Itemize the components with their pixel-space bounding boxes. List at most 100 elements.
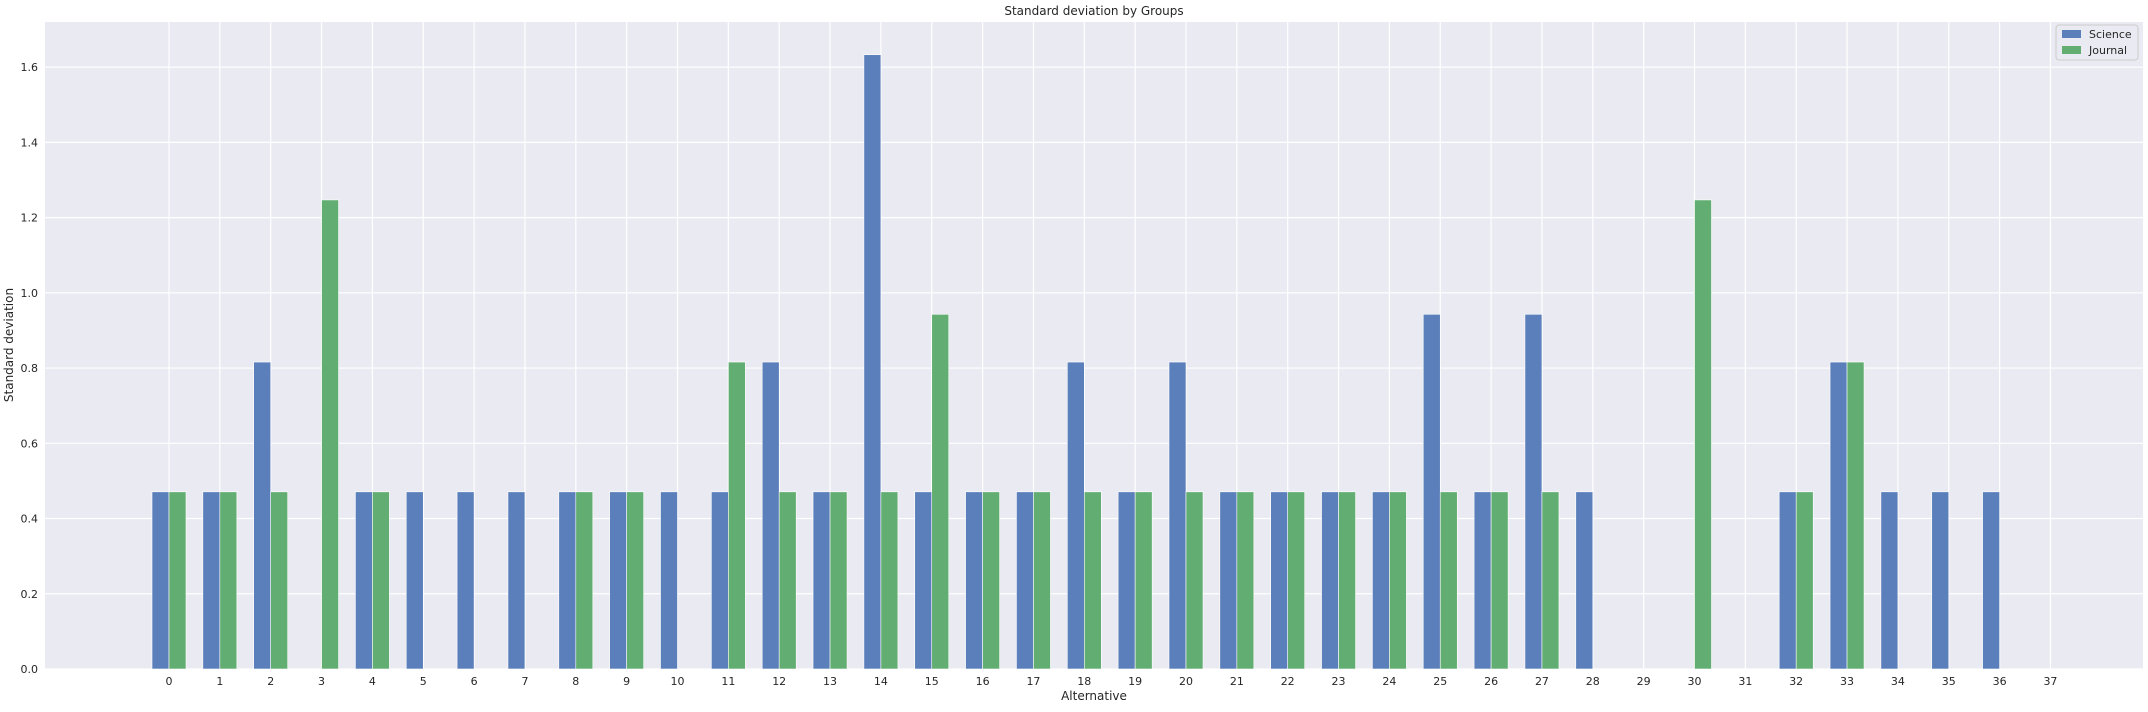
bar-journal-14: [880, 491, 899, 670]
x-tick-label: 2: [267, 675, 274, 688]
bar-journal-13: [829, 491, 848, 670]
x-tick-label: 13: [823, 675, 837, 688]
bar-science-32: [1778, 491, 1797, 670]
bar-journal-3: [321, 199, 339, 670]
x-tick-label: 22: [1281, 675, 1295, 688]
bar-journal-11: [728, 361, 746, 670]
bar-science-34: [1880, 491, 1899, 670]
bar-science-6: [456, 491, 475, 670]
bar-science-4: [355, 491, 373, 670]
x-tick-label: 6: [471, 675, 478, 688]
bar-journal-17: [1033, 491, 1051, 670]
bar-science-18: [1067, 361, 1085, 670]
x-tick-label: 19: [1128, 675, 1142, 688]
bar-science-23: [1321, 491, 1339, 670]
bar-journal-27: [1541, 491, 1560, 670]
bar-science-21: [1219, 491, 1238, 670]
x-tick-label: 18: [1077, 675, 1091, 688]
bar-science-16: [965, 491, 983, 670]
bar-science-14: [863, 54, 882, 670]
bar-science-17: [1016, 491, 1034, 670]
x-tick-label: 20: [1179, 675, 1193, 688]
bar-science-8: [558, 491, 577, 670]
x-tick-label: 14: [874, 675, 888, 688]
x-tick-label: 36: [1993, 675, 2007, 688]
bar-journal-22: [1287, 491, 1305, 670]
bar-science-22: [1270, 491, 1288, 670]
x-tick-label: 27: [1535, 675, 1549, 688]
x-tick-label: 35: [1942, 675, 1956, 688]
y-tick-label: 0.6: [21, 437, 39, 450]
x-tick-label: 5: [420, 675, 427, 688]
bar-journal-15: [931, 313, 950, 670]
bar-journal-24: [1389, 491, 1407, 670]
chart-title: Standard deviation by Groups: [1004, 4, 1183, 18]
x-tick-label: 3: [318, 675, 325, 688]
y-tick-label: 1.0: [21, 287, 39, 300]
x-tick-label: 29: [1637, 675, 1651, 688]
bar-journal-25: [1439, 491, 1458, 670]
x-tick-label: 25: [1433, 675, 1447, 688]
x-tick-label: 8: [572, 675, 579, 688]
bar-science-9: [609, 491, 627, 670]
bar-science-24: [1372, 491, 1390, 670]
x-tick-label: 1: [216, 675, 223, 688]
bar-journal-23: [1338, 491, 1356, 670]
y-tick-label: 0.4: [21, 513, 39, 526]
y-tick-label: 0.2: [21, 588, 39, 601]
bar-science-11: [711, 491, 729, 670]
legend-label-science: Science: [2089, 28, 2132, 41]
bars: [151, 54, 2000, 670]
bar-science-19: [1117, 491, 1136, 670]
bar-science-28: [1575, 491, 1594, 670]
bar-science-5: [405, 491, 424, 670]
bar-science-0: [151, 491, 170, 670]
bar-science-27: [1524, 313, 1543, 670]
bar-science-26: [1473, 491, 1492, 670]
x-tick-label: 12: [772, 675, 786, 688]
x-tick-label: 23: [1332, 675, 1346, 688]
bar-science-35: [1931, 491, 1950, 670]
bar-science-7: [507, 491, 526, 670]
bar-journal-21: [1236, 491, 1255, 670]
legend: Science Journal: [2055, 24, 2139, 61]
bar-science-15: [914, 491, 933, 670]
x-tick-label: 21: [1230, 675, 1244, 688]
x-axis-label: Alternative: [1061, 689, 1127, 703]
bar-journal-33: [1846, 361, 1865, 670]
bar-science-12: [761, 361, 780, 670]
x-tick-label: 10: [671, 675, 685, 688]
bar-journal-20: [1185, 491, 1204, 670]
x-tick-labels: 0 1 2 3 4 5 6 7 8 9 10 11 12 13 14 15 16 17 18 19 20 21 22 23 24…: [166, 675, 2058, 688]
legend-swatch-journal: [2062, 46, 2081, 54]
bar-journal-2: [270, 491, 289, 670]
y-tick-label: 1.6: [21, 61, 39, 74]
y-tick-label: 1.2: [21, 212, 39, 225]
bar-journal-19: [1134, 491, 1153, 670]
bar-journal-26: [1490, 491, 1509, 670]
legend-swatch-science: [2062, 30, 2081, 38]
x-tick-label: 11: [721, 675, 735, 688]
bar-journal-0: [168, 491, 187, 670]
x-tick-label: 30: [1688, 675, 1702, 688]
y-tick-labels: 0.0 0.2 0.4 0.6 0.8 1.0 1.2 1.4 1.6: [21, 61, 39, 676]
legend-label-journal: Journal: [2088, 44, 2127, 57]
bar-journal-30: [1694, 199, 1712, 670]
bar-journal-16: [982, 491, 1000, 670]
bar-science-10: [660, 491, 678, 670]
y-tick-label: 0.0: [21, 663, 39, 676]
bar-journal-8: [575, 491, 594, 670]
x-tick-label: 16: [976, 675, 990, 688]
bar-journal-4: [372, 491, 390, 670]
x-tick-label: 4: [369, 675, 376, 688]
bar-journal-18: [1084, 491, 1102, 670]
x-tick-label: 26: [1484, 675, 1498, 688]
bar-science-13: [812, 491, 831, 670]
x-tick-label: 31: [1738, 675, 1752, 688]
bar-science-1: [202, 491, 221, 670]
x-tick-label: 32: [1789, 675, 1803, 688]
bar-journal-9: [626, 491, 644, 670]
x-tick-label: 28: [1586, 675, 1600, 688]
